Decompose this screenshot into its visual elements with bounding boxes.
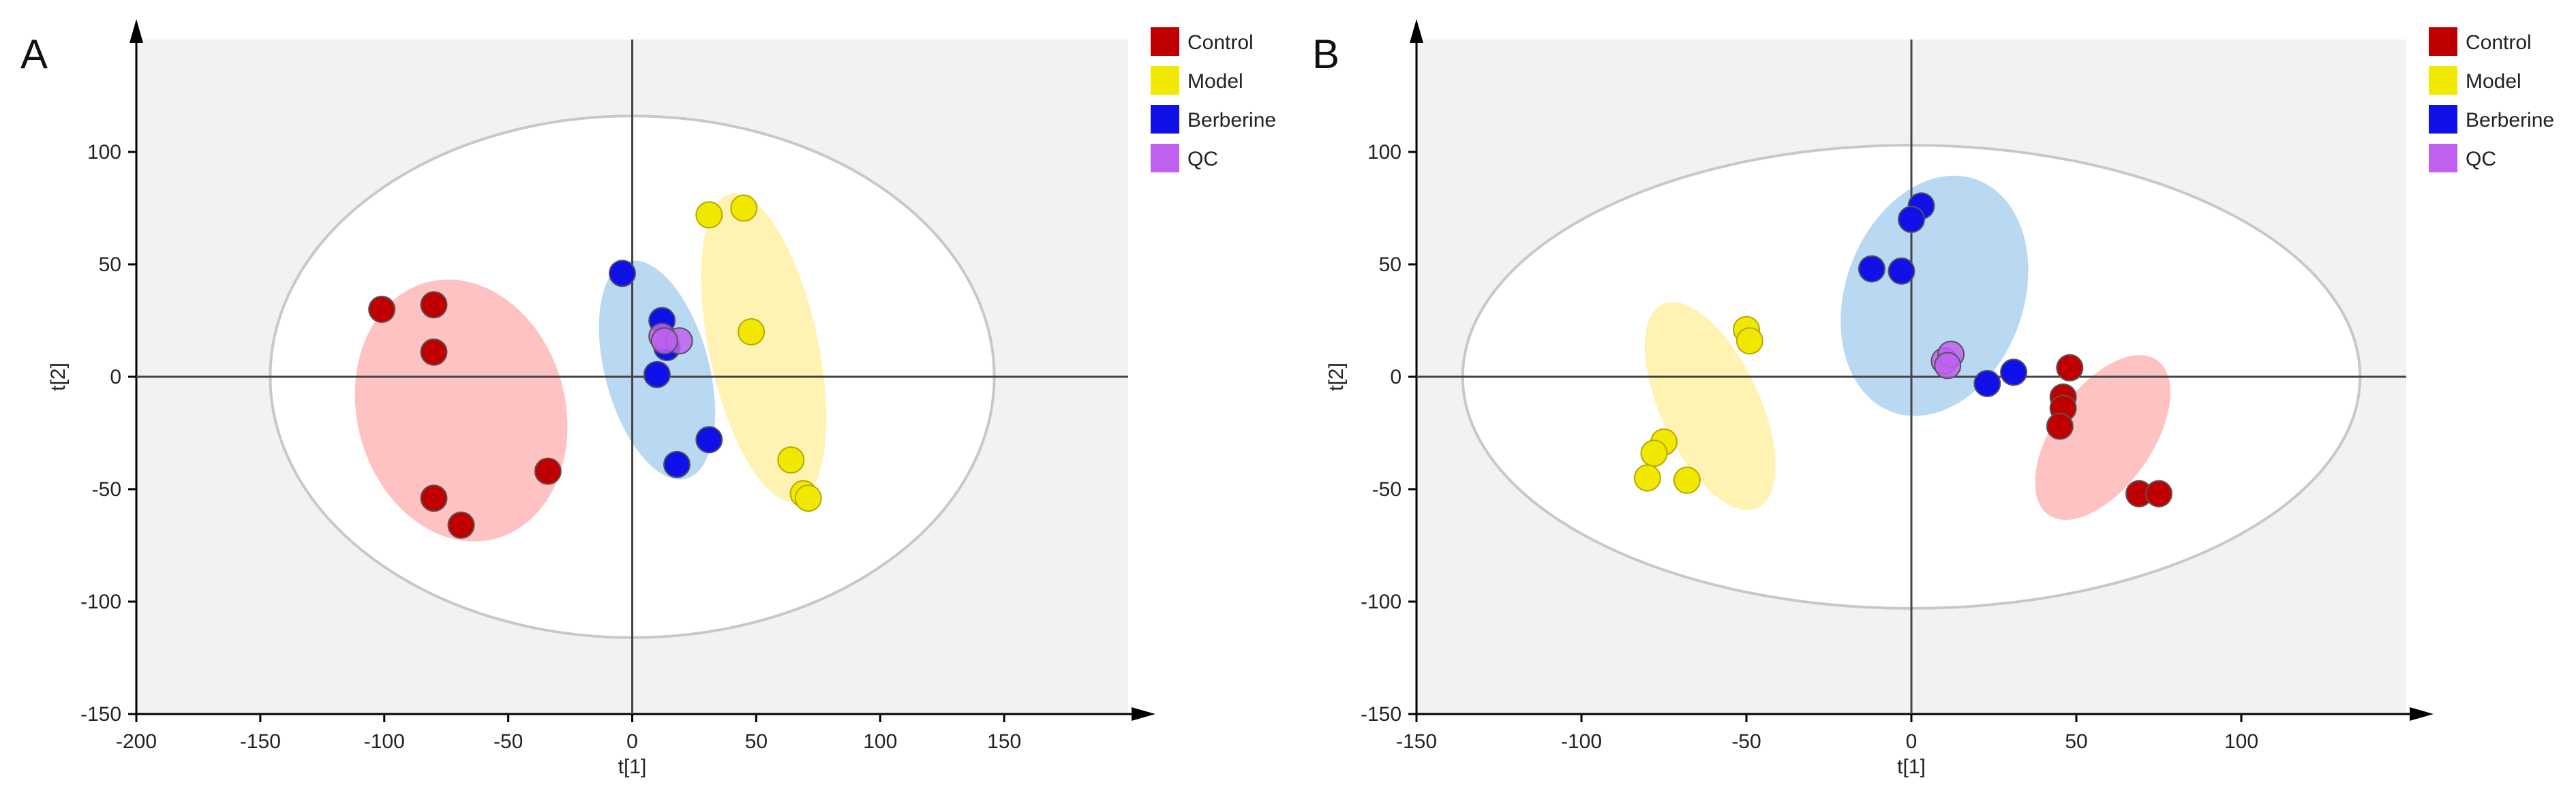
data-point-control [2046,412,2074,440]
ticks-a: -200 -150 -100 -50 0 50 100 150 -150 -100 -50 0 50 10… [80,141,1021,753]
x-tick-label: -50 [494,730,523,753]
y-axis-arrow [130,19,143,43]
data-point-berberine [1973,369,2001,397]
x-tick-label: 0 [1906,730,1918,753]
data-point-model [730,194,758,222]
panel-b: -150 -100 -50 0 50 100 -150 -100 -50 0 50 100 B t[1… [1312,19,2554,778]
x-tick-label: 150 [987,730,1021,753]
x-tick-label: 50 [2065,730,2087,753]
x-tick-label: 100 [2224,730,2258,753]
ticks-b: -150 -100 -50 0 50 100 -150 -100 -50 0 50 100 [1361,141,2258,753]
data-point-control [420,484,448,512]
x-tick-label: -100 [1561,730,1602,753]
data-point-control [420,291,448,319]
y-tick-label: 50 [1379,253,1401,276]
data-point-berberine [1898,206,1925,233]
legend-b: Control Model Berberine QC [2429,27,2554,172]
data-point-berberine [643,360,671,388]
y-tick-label: -150 [80,703,121,726]
panel-label-b: B [1312,31,1339,77]
x-tick-label: -100 [364,730,405,753]
legend-label-qc: QC [2466,148,2496,170]
panel-a: -200 -150 -100 -50 0 50 100 150 -150 -100 -50 0 50 10… [20,19,1276,778]
legend-swatch-model [1151,66,1179,95]
data-point-model [1640,439,1668,467]
y-tick-label: 100 [1367,141,1401,164]
y-tick-label: 100 [87,141,121,164]
data-point-model [1736,327,1763,355]
y-tick-label: 0 [110,366,121,388]
group-ellipse-control [2035,355,2171,521]
data-point-control [447,511,475,539]
x-axis-label-b: t[1] [1897,756,1926,778]
data-point-control [420,338,448,366]
points-a [368,194,822,539]
y-tick-label: -100 [1361,591,1401,613]
data-point-model [1673,466,1701,494]
y-tick-label: -50 [92,478,121,501]
x-tick-label: 0 [626,730,638,753]
legend-label-berberine: Berberine [1187,109,1276,131]
axes-b [1410,19,2434,721]
legend-a: Control Model Berberine QC [1151,27,1276,172]
axes-a [130,19,1155,721]
x-tick-label: -150 [1396,730,1437,753]
legend-label-berberine: Berberine [2466,109,2554,131]
x-tick-label: -50 [1731,730,1761,753]
x-tick-label: 100 [863,730,897,753]
data-point-control [368,296,396,323]
y-tick-label: 50 [99,253,121,276]
data-point-berberine [2000,358,2028,386]
data-point-control [534,457,562,485]
group-ellipse-model [1644,302,1776,510]
legend-swatch-control [1151,27,1179,56]
x-tick-label: 50 [745,730,768,753]
x-axis-arrow [1132,707,1155,721]
group-ellipse-control [354,279,568,542]
legend-label-control: Control [2466,31,2532,54]
legend-label-model: Model [2466,70,2521,93]
y-tick-label: 0 [1390,366,1401,388]
x-tick-label: -200 [116,730,157,753]
data-point-berberine [1858,255,1885,283]
data-point-qc [650,327,678,355]
y-axis-arrow [1410,19,1423,43]
y-tick-label: -150 [1361,703,1401,726]
legend-label-model: Model [1187,70,1243,93]
data-point-model [794,484,822,512]
data-point-model [777,446,805,474]
y-tick-label: -100 [80,591,121,613]
data-point-berberine [663,450,691,478]
legend-swatch-berberine [1151,105,1179,134]
x-axis-arrow [2410,707,2434,721]
group-ellipse-model [701,193,827,502]
legend-label-qc: QC [1187,148,1218,170]
y-axis-label-a: t[2] [47,362,70,391]
group-ellipse-berberine [1840,175,2029,416]
y-axis-label-b: t[2] [1325,362,1348,391]
data-point-berberine [608,260,636,288]
legend-swatch-qc [1151,144,1179,172]
x-tick-label: -150 [240,730,281,753]
data-point-control [2056,354,2084,382]
points-b [1633,192,2172,508]
data-point-model [695,201,723,229]
legend-swatch-model [2429,66,2457,95]
legend-label-control: Control [1187,31,1254,54]
data-point-qc [1934,352,1962,379]
data-point-model [1633,464,1661,492]
data-point-model [738,318,766,345]
data-point-control [2145,480,2172,508]
legend-swatch-qc [2429,144,2457,172]
panel-label-a: A [20,31,48,77]
data-point-berberine [1888,257,1915,285]
legend-swatch-control [2429,27,2457,56]
y-tick-label: -50 [1372,478,1401,501]
data-point-berberine [695,426,723,454]
legend-swatch-berberine [2429,105,2457,134]
x-axis-label-a: t[1] [618,756,647,778]
